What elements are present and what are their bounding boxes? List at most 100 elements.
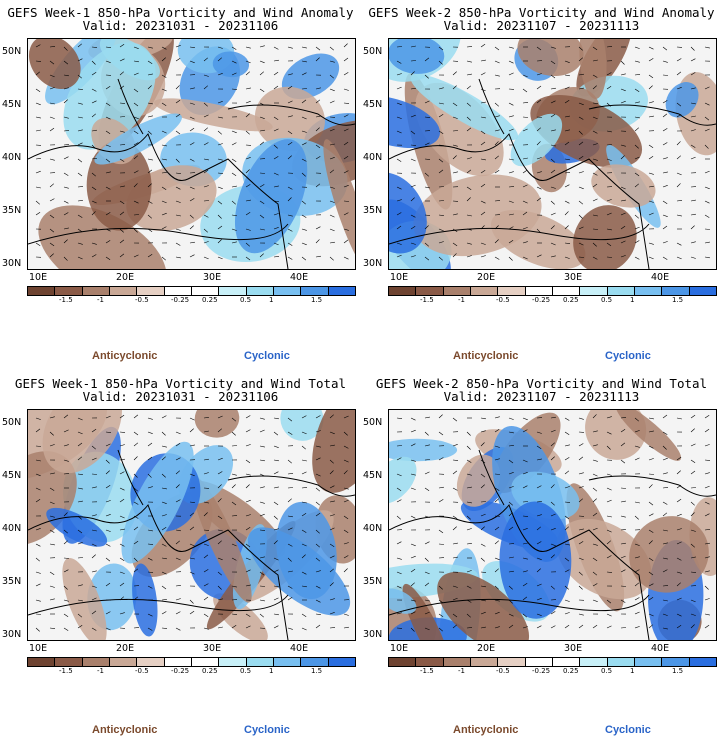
colorbar-swatch (389, 287, 417, 295)
map-panel: GEFS Week-2 850-hPa Vorticity and Wind A… (361, 0, 722, 371)
longitude-label: 10E (29, 643, 48, 654)
colorbar-label: -0.25 (171, 296, 190, 304)
vorticity-map (27, 409, 356, 641)
latitude-label: 45N (2, 99, 22, 110)
panel-title: GEFS Week-2 850-hPa Vorticity and Wind T… (375, 376, 708, 391)
colorbar-label: -0.5 (496, 667, 510, 675)
colorbar-swatch (689, 287, 716, 295)
colorbar-label: 0.25 (202, 667, 218, 675)
latitude-label: 40N (363, 152, 383, 163)
panel-title: GEFS Week-2 850-hPa Vorticity and Wind A… (368, 5, 715, 20)
colorbar-swatch (552, 287, 581, 295)
anticyclonic-label: Anticyclonic (453, 350, 519, 362)
latitude-label: 50N (2, 417, 22, 428)
colorbar (27, 657, 356, 667)
colorbar-label: 0.25 (563, 296, 579, 304)
longitude-label: 30E (203, 272, 222, 283)
colorbar-label: 0.5 (601, 667, 613, 675)
colorbar-label: -0.25 (171, 667, 190, 675)
colorbar-swatch (219, 287, 247, 295)
longitude-label: 10E (390, 272, 409, 283)
colorbar-swatch (389, 658, 417, 666)
vorticity-map (388, 409, 717, 641)
colorbar-label: -1 (458, 667, 465, 675)
colorbar-swatch (607, 287, 635, 295)
panel-valid-dates: Valid: 20231031 - 20231106 (82, 389, 279, 404)
colorbar-swatch (328, 287, 355, 295)
cyclonic-label: Cyclonic (605, 350, 651, 362)
latitude-label: 30N (2, 258, 22, 269)
colorbar-label: 1.5 (311, 296, 323, 304)
longitude-label: 40E (290, 272, 309, 283)
colorbar-swatch (28, 658, 56, 666)
longitude-label: 20E (116, 643, 135, 654)
colorbar-swatch (273, 658, 302, 666)
colorbar-swatch (552, 658, 581, 666)
longitude-label: 20E (477, 272, 496, 283)
longitude-label: 10E (390, 643, 409, 654)
colorbar-swatch (607, 658, 635, 666)
colorbar-swatch (525, 287, 553, 295)
colorbar-swatch (219, 658, 247, 666)
colorbar-swatch (525, 658, 553, 666)
panel-valid-dates: Valid: 20231107 - 20231113 (443, 18, 640, 33)
latitude-label: 50N (2, 46, 22, 57)
colorbar-swatch (662, 287, 690, 295)
colorbar-swatch (301, 658, 329, 666)
colorbar-swatch (164, 658, 192, 666)
colorbar-swatch (191, 287, 220, 295)
colorbar-swatch (580, 287, 608, 295)
latitude-label: 50N (363, 46, 383, 57)
colorbar-label: -0.5 (135, 296, 149, 304)
colorbar-label: 1 (269, 667, 274, 675)
colorbar-swatch (164, 287, 192, 295)
colorbar-label: 1.5 (311, 667, 323, 675)
colorbar-swatch (55, 287, 83, 295)
longitude-label: 30E (203, 643, 222, 654)
colorbar (388, 286, 717, 296)
panel-valid-dates: Valid: 20231031 - 20231106 (82, 18, 279, 33)
colorbar-label: -0.25 (532, 667, 551, 675)
colorbar-swatch (416, 287, 444, 295)
colorbar-swatch (55, 658, 83, 666)
map-panel: GEFS Week-2 850-hPa Vorticity and Wind T… (361, 371, 722, 742)
colorbar-swatch (662, 658, 690, 666)
colorbar-swatch (109, 287, 138, 295)
anticyclonic-label: Anticyclonic (92, 350, 158, 362)
colorbar-swatch (28, 287, 56, 295)
longitude-label: 20E (477, 643, 496, 654)
colorbar-label: 0.5 (240, 667, 252, 675)
colorbar-swatch (82, 287, 110, 295)
colorbar-swatch (191, 658, 220, 666)
colorbar-label: 1 (630, 296, 635, 304)
longitude-label: 10E (29, 272, 48, 283)
latitude-label: 30N (363, 629, 383, 640)
longitude-label: 30E (564, 272, 583, 283)
latitude-label: 50N (363, 417, 383, 428)
vorticity-map (388, 38, 717, 270)
longitude-label: 40E (651, 643, 670, 654)
colorbar-label: 0.25 (202, 296, 218, 304)
colorbar-swatch (443, 287, 471, 295)
colorbar-label: 0.25 (563, 667, 579, 675)
latitude-label: 40N (2, 523, 22, 534)
map-panel: GEFS Week-1 850-hPa Vorticity and Wind T… (0, 371, 361, 742)
colorbar-label: 0.5 (240, 296, 252, 304)
colorbar-swatch (498, 287, 526, 295)
colorbar-swatch (634, 287, 663, 295)
colorbar-swatch (580, 658, 608, 666)
colorbar-swatch (109, 658, 138, 666)
colorbar-swatch (443, 658, 471, 666)
latitude-label: 45N (363, 470, 383, 481)
colorbar-swatch (246, 658, 274, 666)
anticyclonic-label: Anticyclonic (453, 724, 519, 736)
colorbar-label: -1.5 (420, 296, 434, 304)
colorbar-swatch (246, 287, 274, 295)
colorbar-label: 1.5 (672, 667, 684, 675)
panel-valid-dates: Valid: 20231107 - 20231113 (443, 389, 640, 404)
colorbar (388, 657, 717, 667)
cyclonic-label: Cyclonic (244, 724, 290, 736)
longitude-label: 40E (290, 643, 309, 654)
panel-title: GEFS Week-1 850-hPa Vorticity and Wind T… (14, 376, 347, 391)
longitude-label: 20E (116, 272, 135, 283)
